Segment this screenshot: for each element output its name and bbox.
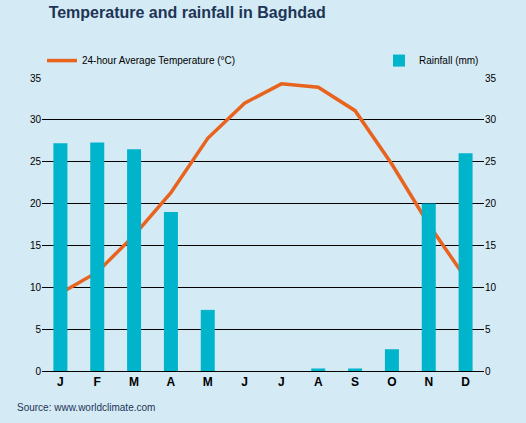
svg-text:0: 0	[485, 366, 491, 377]
svg-text:M: M	[129, 375, 139, 389]
svg-text:A: A	[314, 375, 323, 389]
svg-text:S: S	[351, 375, 359, 389]
svg-text:5: 5	[485, 324, 491, 335]
svg-text:30: 30	[30, 114, 42, 125]
svg-text:Rainfall (mm): Rainfall (mm)	[419, 55, 478, 66]
svg-text:25: 25	[30, 156, 42, 167]
svg-text:15: 15	[30, 240, 42, 251]
svg-text:J: J	[278, 375, 285, 389]
svg-text:Temperature and rainfall in Ba: Temperature and rainfall in Baghdad	[49, 4, 326, 21]
svg-text:J: J	[57, 375, 64, 389]
svg-text:O: O	[387, 375, 396, 389]
svg-text:M: M	[203, 375, 213, 389]
svg-text:35: 35	[30, 73, 42, 84]
svg-text:20: 20	[485, 198, 497, 209]
svg-text:35: 35	[485, 73, 497, 84]
svg-text:J: J	[241, 375, 248, 389]
svg-text:24-hour Average Temperature (°: 24-hour Average Temperature (°C)	[82, 55, 235, 66]
svg-text:5: 5	[35, 324, 41, 335]
svg-text:15: 15	[485, 240, 497, 251]
svg-text:A: A	[167, 375, 176, 389]
svg-text:F: F	[94, 375, 101, 389]
svg-text:20: 20	[30, 198, 42, 209]
svg-text:D: D	[461, 375, 470, 389]
svg-text:10: 10	[485, 282, 497, 293]
svg-text:10: 10	[30, 282, 42, 293]
svg-text:30: 30	[485, 114, 497, 125]
svg-text:0: 0	[35, 366, 41, 377]
svg-text:Source: www.worldclimate.com: Source: www.worldclimate.com	[17, 402, 155, 413]
svg-text:25: 25	[485, 156, 497, 167]
svg-text:N: N	[424, 375, 433, 389]
